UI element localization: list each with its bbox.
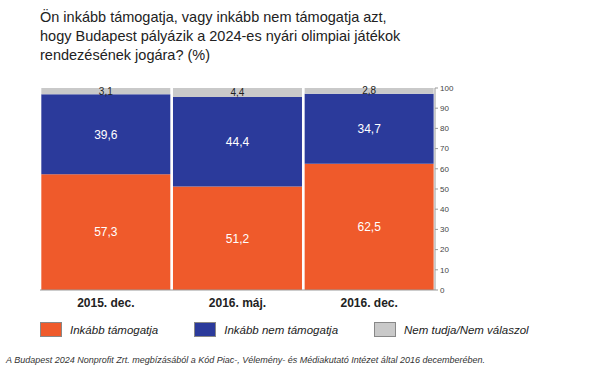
svg-text:50: 50 <box>440 185 449 194</box>
svg-text:0: 0 <box>440 286 445 295</box>
svg-text:2,8: 2,8 <box>362 85 376 96</box>
svg-text:10: 10 <box>440 266 449 275</box>
svg-text:80: 80 <box>440 124 449 133</box>
html-text:Inkább nem támogatja: Inkább nem támogatja <box>224 323 338 336</box>
svg-text:51,2: 51,2 <box>226 232 250 246</box>
svg-text:2016. dec.: 2016. dec. <box>340 296 397 310</box>
svg-text:20: 20 <box>440 245 449 254</box>
svg-text:90: 90 <box>440 104 449 113</box>
svg-text:60: 60 <box>440 165 449 174</box>
svg-text:40: 40 <box>440 205 449 214</box>
svg-text:34,7: 34,7 <box>357 122 381 136</box>
svg-text:44,4: 44,4 <box>226 135 250 149</box>
svg-text:39,6: 39,6 <box>94 128 118 142</box>
html-text:Nem tudja/Nem válaszol: Nem tudja/Nem válaszol <box>404 323 529 336</box>
svg-text:4,4: 4,4 <box>231 87 245 98</box>
svg-text:57,3: 57,3 <box>94 225 118 239</box>
html-text:Inkább támogatja: Inkább támogatja <box>70 323 159 336</box>
svg-text:2015. dec.: 2015. dec. <box>77 296 134 310</box>
html-text:Ön inkább támogatja, vagy inká: Ön inkább támogatja, vagy inkább nem tám… <box>40 9 401 63</box>
svg-text:3,1: 3,1 <box>99 86 113 97</box>
html-text:A Budapest 2024 Nonprofit Zrt.: A Budapest 2024 Nonprofit Zrt. megbízásá… <box>6 355 485 365</box>
svg-text:2016. máj.: 2016. máj. <box>209 296 266 310</box>
svg-text:100: 100 <box>440 84 454 93</box>
svg-text:30: 30 <box>440 225 449 234</box>
svg-text:70: 70 <box>440 144 449 153</box>
svg-text:62,5: 62,5 <box>357 220 381 234</box>
